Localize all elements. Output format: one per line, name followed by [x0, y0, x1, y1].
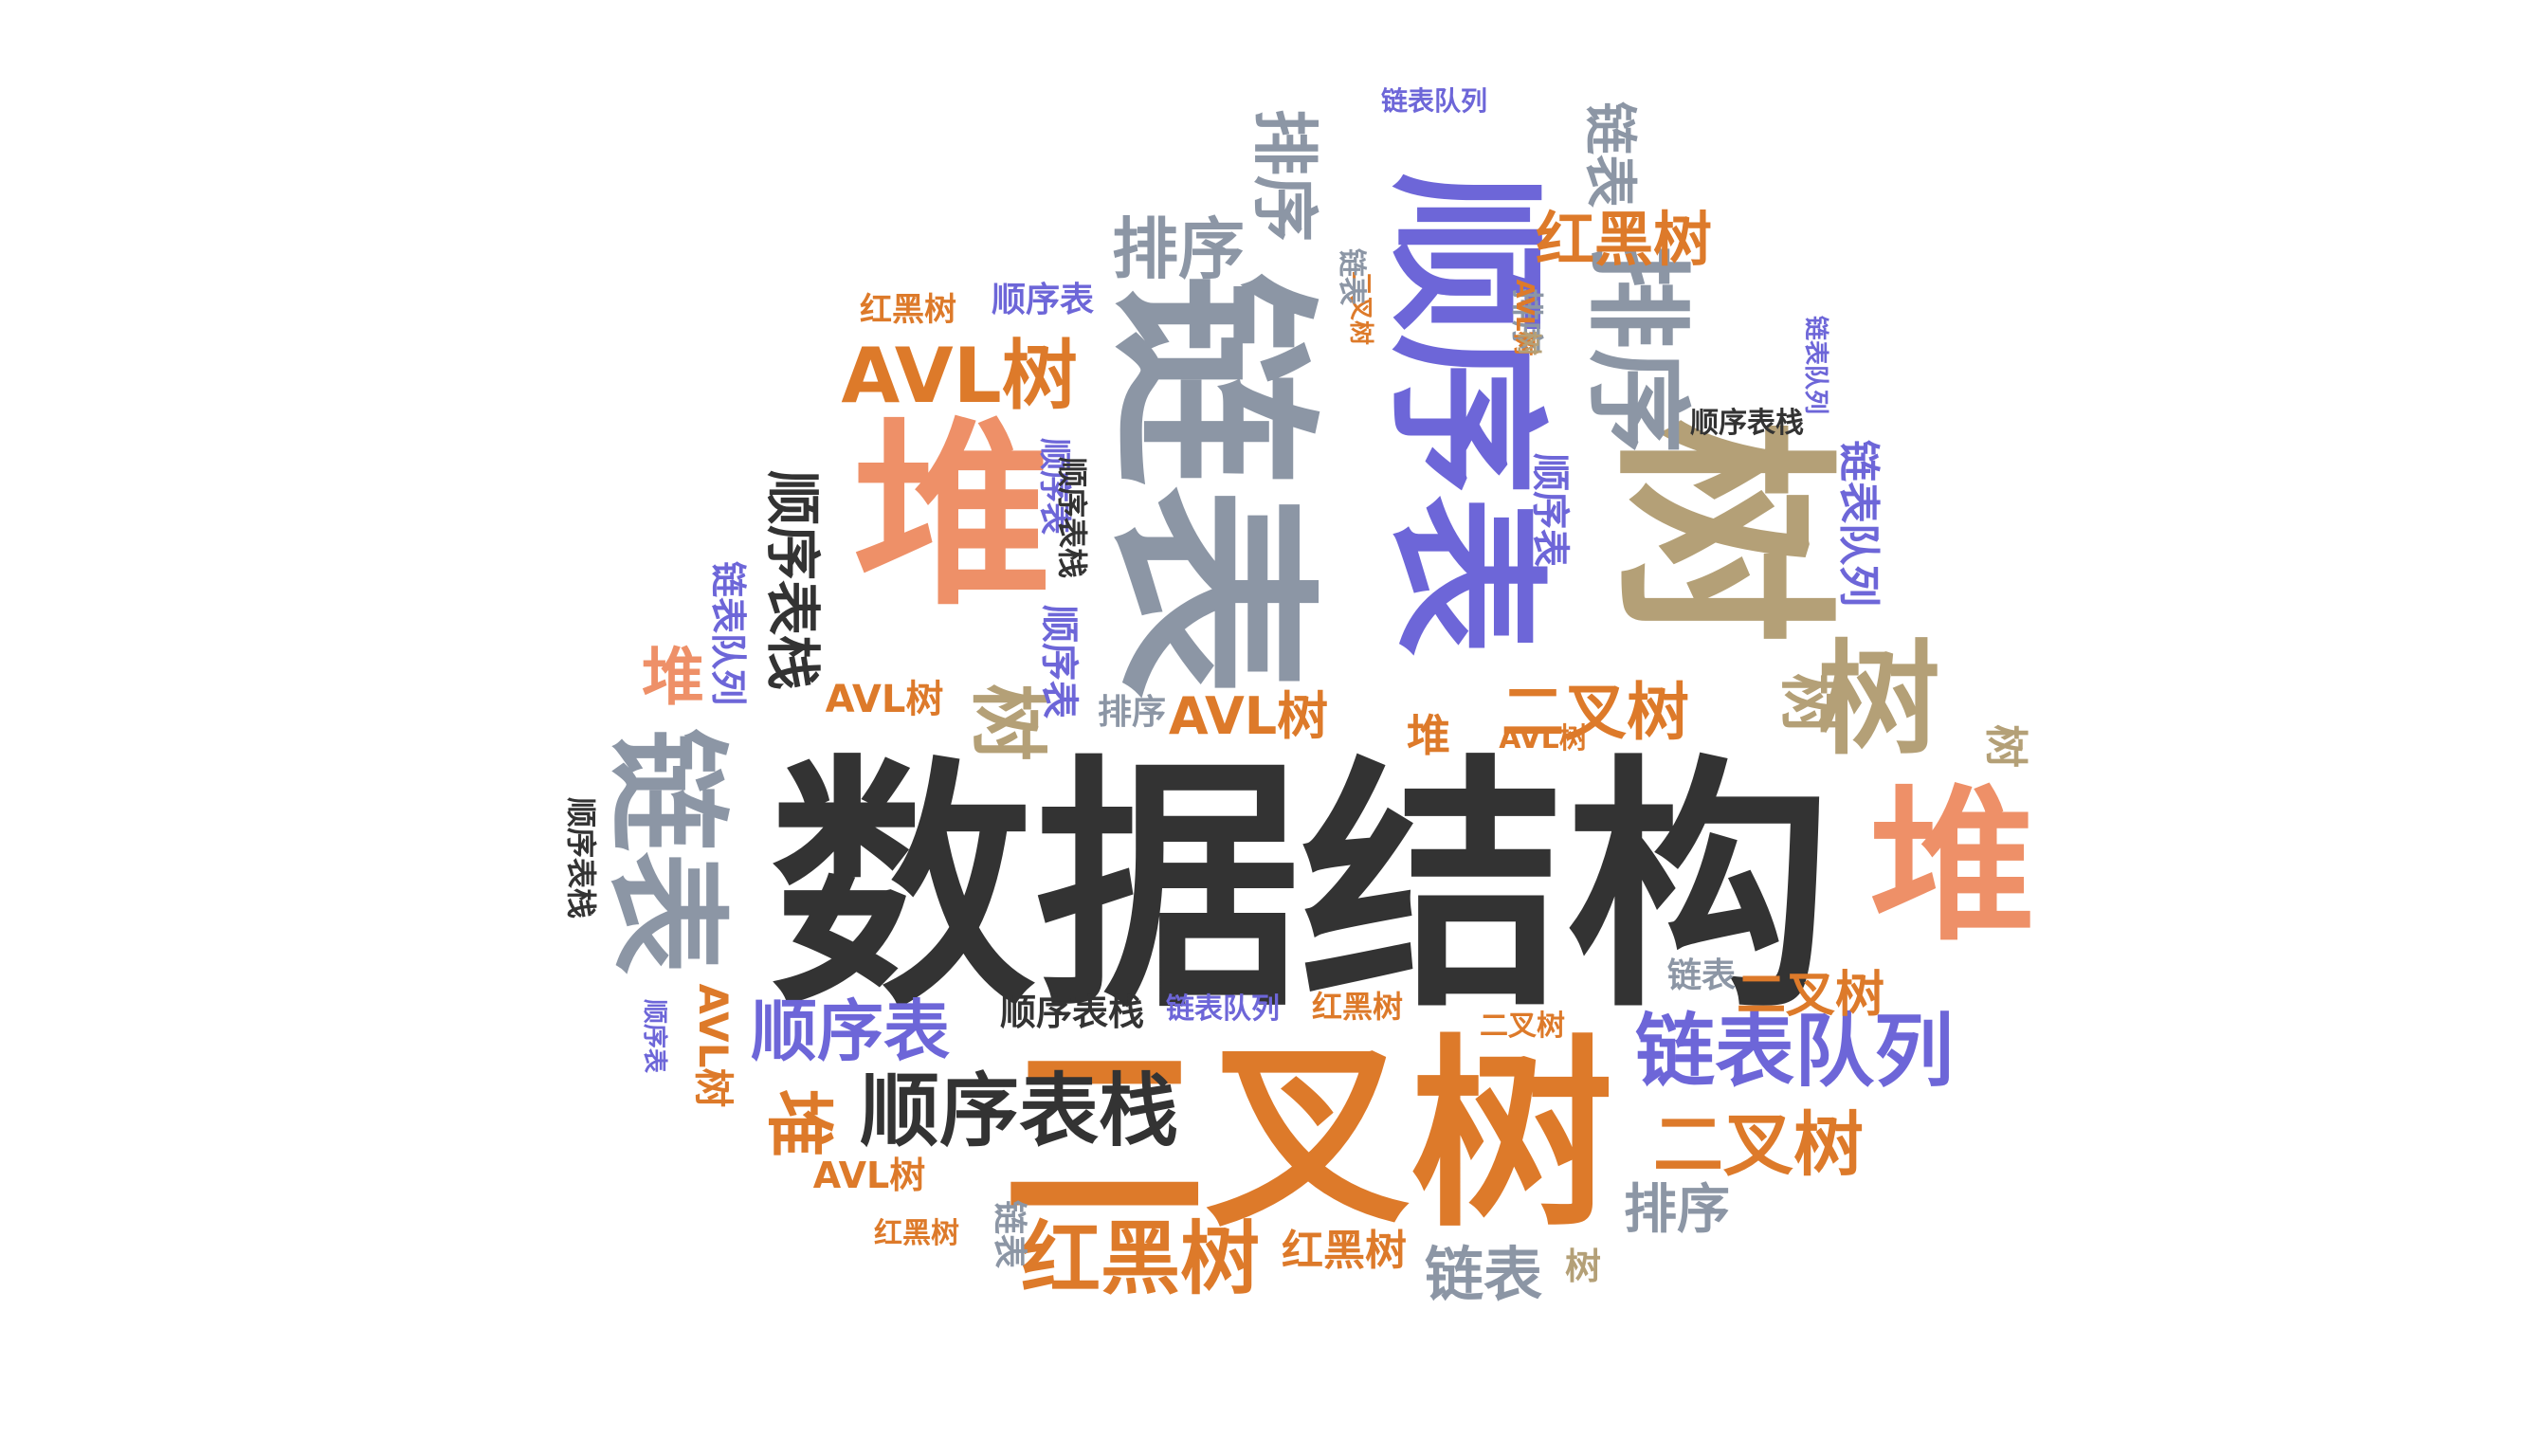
cloud-word-linked-list: 链表 — [1578, 101, 1640, 208]
cloud-word-sequential-stack: 顺序表栈 — [1054, 456, 1090, 579]
cloud-word-linked-queue: 链表队列 — [1166, 992, 1280, 1026]
cloud-word-red-black-tree: 红黑树 — [874, 1217, 959, 1250]
cloud-word-red-black-tree: 红黑树 — [1311, 989, 1404, 1025]
cloud-word-sequential-stack: 顺序表栈 — [1690, 407, 1804, 440]
cloud-word-data-structure: 数据结构 — [770, 735, 1831, 1044]
cloud-word-heap: 堆 — [852, 400, 1053, 632]
cloud-word-sequential-list: 顺序表 — [1037, 605, 1081, 719]
cloud-word-sequential-list: 顺序表 — [1371, 172, 1558, 657]
cloud-word-linked-queue: 链表队列 — [1801, 315, 1829, 415]
cloud-word-tree: 树 — [1564, 1246, 1602, 1287]
cloud-word-sort: 排序 — [1624, 1179, 1730, 1241]
cloud-word-avl-tree: AVL树 — [1499, 722, 1588, 755]
cloud-word-red-black-tree: 红黑树 — [860, 291, 956, 329]
cloud-word-sort: 排序 — [1576, 245, 1698, 453]
cloud-word-binary-tree: 二叉树 — [1653, 1104, 1864, 1186]
cloud-word-linked-list: 链表 — [1424, 1240, 1543, 1309]
cloud-word-heap: 堆 — [1407, 710, 1450, 761]
cloud-word-tree: 树 — [1980, 724, 2031, 768]
cloud-word-linked-list: 链表 — [1335, 248, 1368, 305]
cloud-word-binary-tree: 二叉树 — [1736, 967, 1885, 1024]
cloud-word-linked-list: 链表 — [1084, 272, 1334, 699]
cloud-word-linked-list: 链表 — [594, 727, 738, 975]
cloud-word-sequential-stack: 顺序表栈 — [563, 796, 599, 919]
cloud-word-avl-tree: AVL树 — [1168, 686, 1329, 746]
cloud-word-linked-list: 链表 — [990, 1199, 1028, 1269]
cloud-word-linked-queue: 链表队列 — [707, 560, 749, 706]
cloud-word-tree: 树 — [1773, 673, 1843, 734]
cloud-word-sequential-stack: 顺序表栈 — [760, 469, 825, 691]
cloud-word-sort: 排序 — [1112, 210, 1245, 288]
cloud-word-avl-tree: AVL树 — [690, 983, 737, 1108]
cloud-word-binary-tree: 二叉树 — [1502, 676, 1689, 749]
cloud-word-avl-tree: AVL树 — [825, 678, 944, 721]
cloud-word-tree: 树 — [1514, 330, 1542, 356]
cloud-word-red-black-tree: 红黑树 — [1282, 1227, 1407, 1275]
cloud-word-sequential-list: 顺序表 — [640, 998, 668, 1074]
cloud-word-sequential-list: 顺序表 — [1528, 453, 1572, 567]
cloud-word-red-black-tree: 红黑树 — [1535, 205, 1713, 274]
cloud-word-avl-tree: AVL树 — [812, 1155, 926, 1196]
cloud-word-sequential-stack: 顺序表栈 — [859, 1065, 1179, 1157]
cloud-word-red-black-tree: 红黑树 — [1020, 1212, 1261, 1305]
cloud-word-binary-tree: 二叉树 — [1002, 1016, 1614, 1255]
cloud-word-sequential-list: 顺序表 — [991, 281, 1095, 319]
cloud-word-sequential-list: 顺序表 — [751, 992, 950, 1070]
cloud-word-linked-queue: 链表队列 — [1834, 440, 1883, 607]
cloud-word-sequential-stack: 顺序表栈 — [999, 992, 1145, 1033]
cloud-word-sort: 排序 — [1097, 693, 1167, 732]
cloud-word-avl-tree: AVL树 — [841, 332, 1078, 420]
cloud-word-linked-queue: 链表队列 — [1380, 85, 1488, 117]
cloud-word-sort: 排序 — [1246, 109, 1323, 242]
cloud-word-tree: 树 — [962, 682, 1052, 762]
cloud-word-tree: 树 — [1816, 628, 1941, 772]
cloud-word-linked-queue: 链表队列 — [1634, 1005, 1955, 1098]
cloud-word-linked-list: 链表 — [1666, 956, 1737, 995]
cloud-word-heap: 堆 — [1869, 771, 2036, 964]
cloud-word-heap: 堆 — [759, 1088, 839, 1158]
cloud-word-heap: 堆 — [642, 641, 704, 714]
cloud-word-binary-tree: 二叉树 — [1480, 1010, 1565, 1043]
